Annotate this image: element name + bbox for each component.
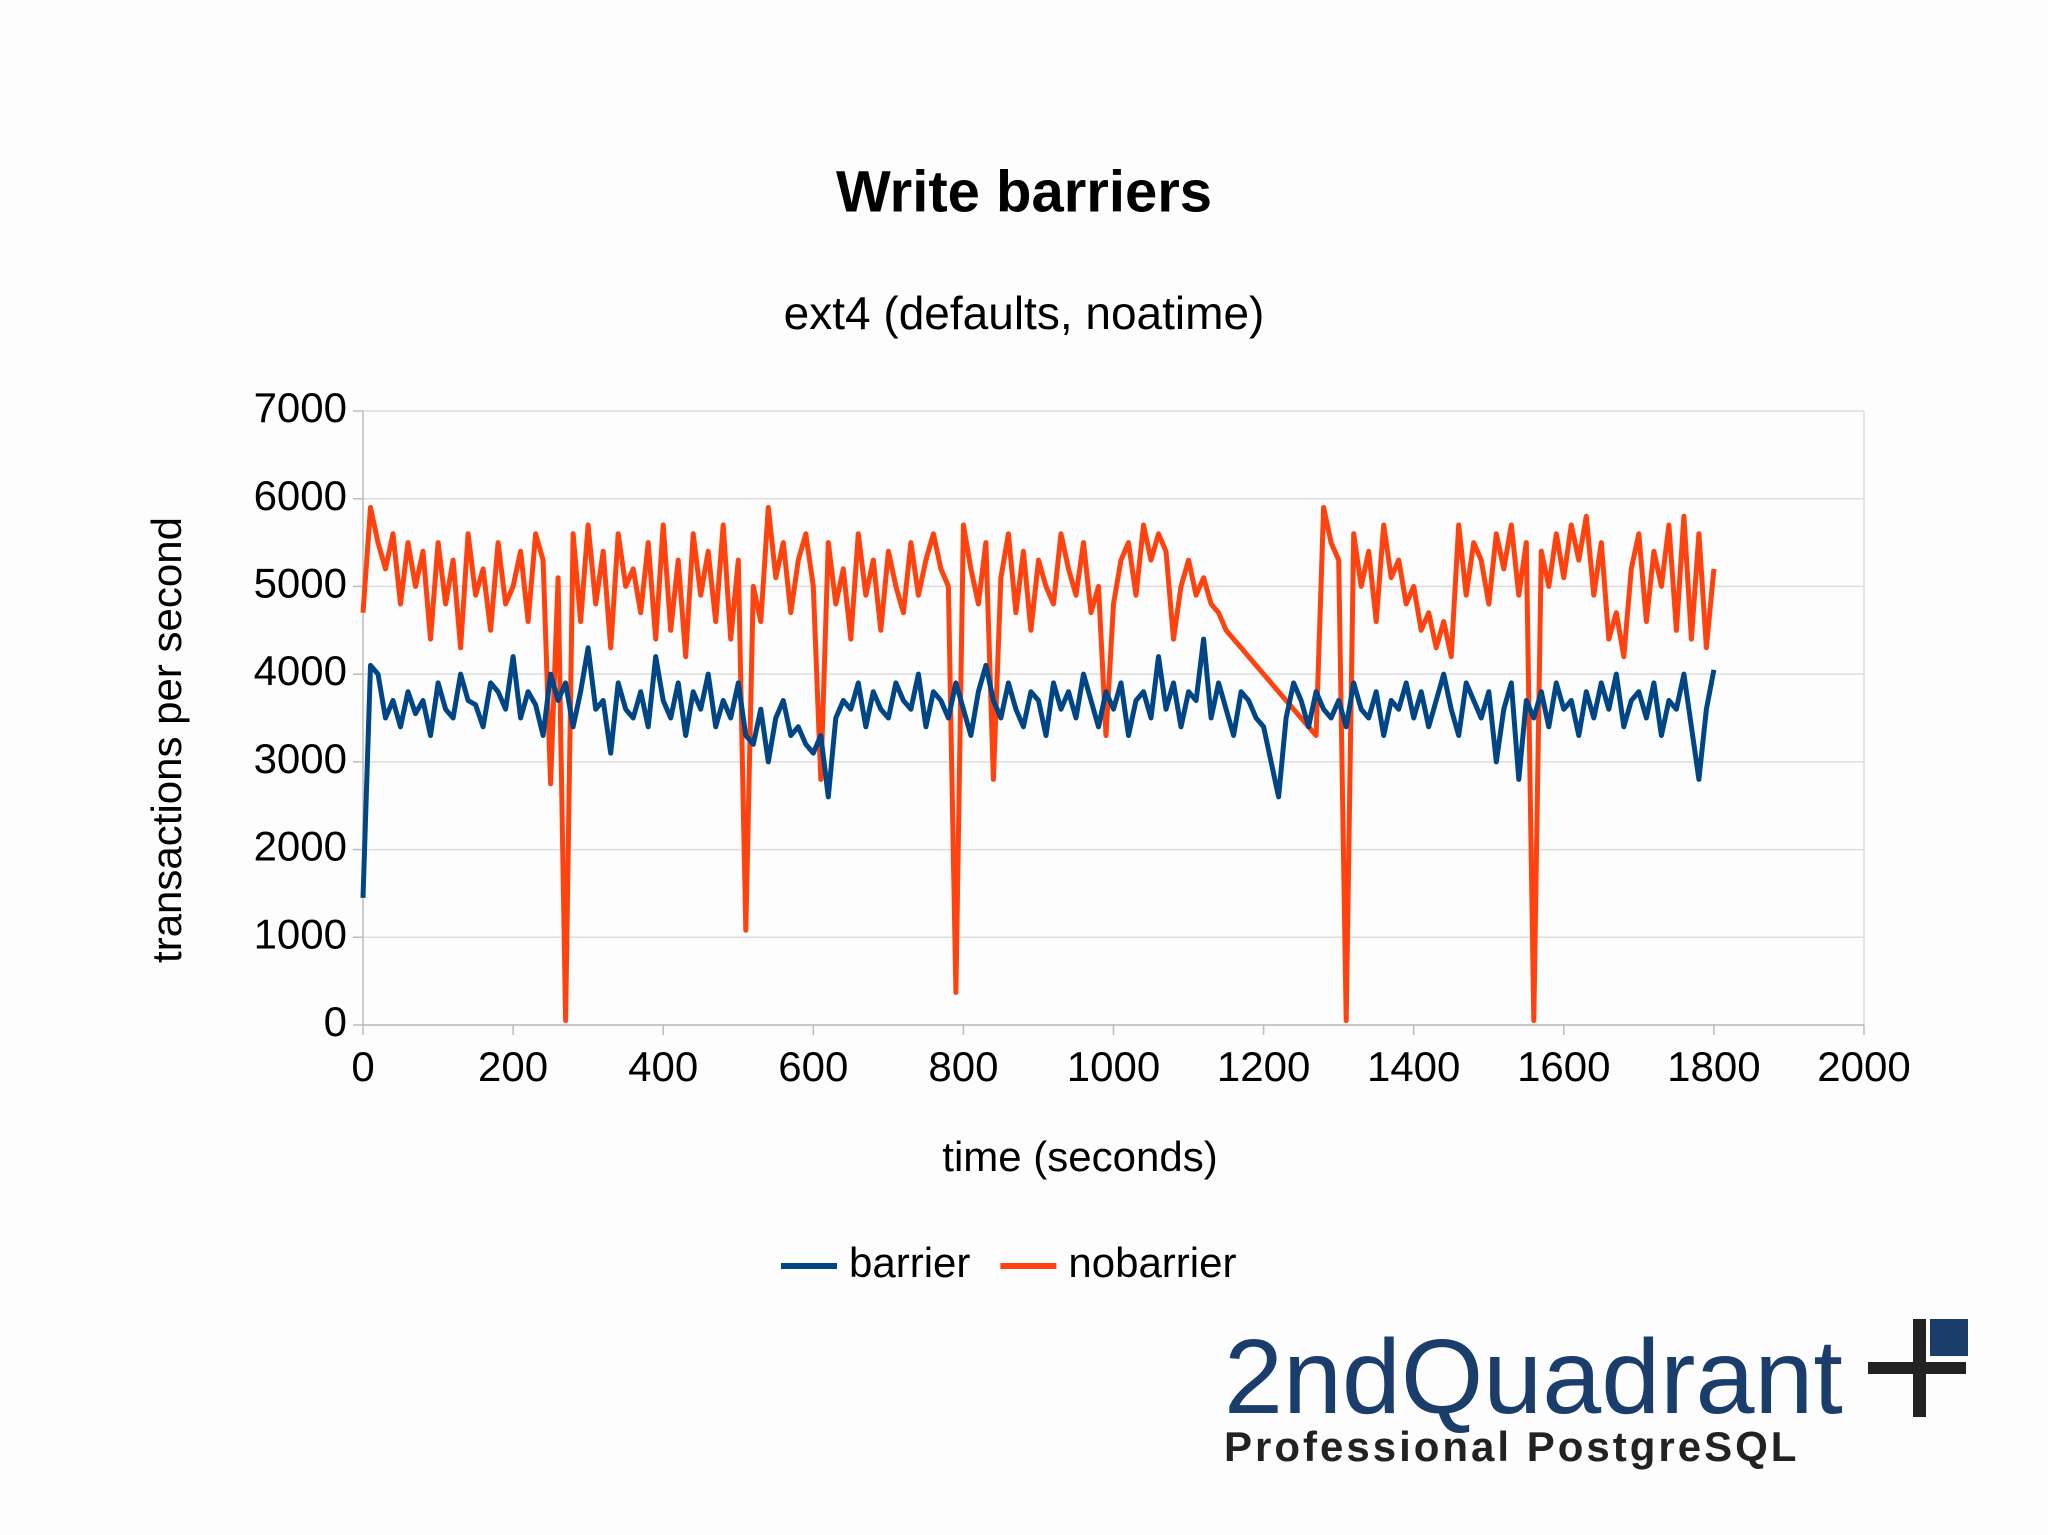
logo-name: 2ndQuadrant <box>1224 1318 1843 1436</box>
y-axis-label: transactions per second <box>143 517 190 963</box>
chart-title: Write barriers <box>836 159 1212 224</box>
x-tick-label: 1400 <box>1367 1043 1460 1090</box>
x-tick-label: 1200 <box>1217 1043 1310 1090</box>
x-tick-label: 1000 <box>1067 1043 1160 1090</box>
y-tick-label: 4000 <box>254 647 347 694</box>
y-tick-label: 3000 <box>254 735 347 782</box>
x-tick-label: 1600 <box>1517 1043 1610 1090</box>
x-tick-label: 0 <box>351 1043 374 1090</box>
y-tick-label: 1000 <box>254 910 347 957</box>
y-tick-label: 0 <box>324 998 347 1045</box>
x-tick-label: 2000 <box>1817 1043 1910 1090</box>
x-tick-label: 600 <box>778 1043 848 1090</box>
x-tick-label: 400 <box>628 1043 698 1090</box>
y-tick-label: 7000 <box>254 384 347 431</box>
y-tick-label: 6000 <box>254 472 347 519</box>
y-tick-label: 5000 <box>254 560 347 607</box>
logo-square <box>1930 1319 1968 1356</box>
series-line <box>360 505 1717 1024</box>
series-line <box>360 636 1717 898</box>
logo-cross-horizontal <box>1868 1362 1966 1374</box>
x-tick-label: 1800 <box>1667 1043 1760 1090</box>
legend-label: barrier <box>849 1239 970 1286</box>
x-tick-label: 200 <box>478 1043 548 1090</box>
logo-tagline: Professional PostgreSQL <box>1224 1423 1799 1470</box>
chart-subtitle: ext4 (defaults, noatime) <box>784 287 1265 339</box>
y-tick-label: 2000 <box>254 823 347 870</box>
legend-label: nobarrier <box>1068 1239 1236 1286</box>
x-axis-label: time (seconds) <box>942 1133 1217 1180</box>
x-tick-label: 800 <box>928 1043 998 1090</box>
